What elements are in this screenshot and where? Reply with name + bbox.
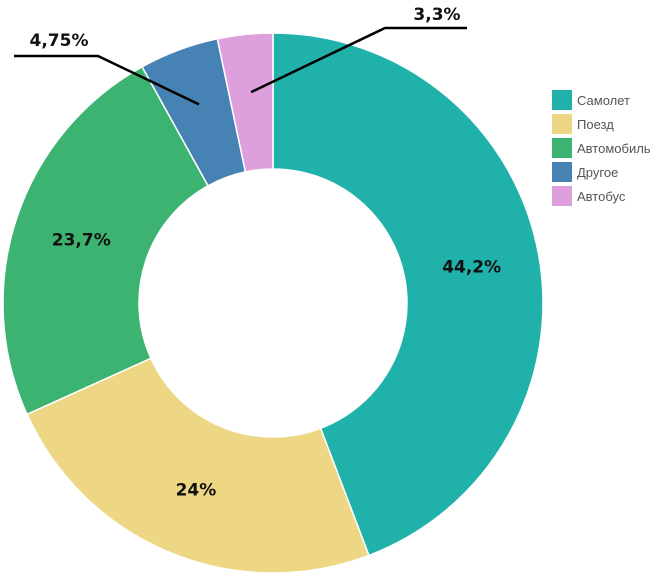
data-label-4: 4,75% xyxy=(30,31,89,51)
slice-2[interactable] xyxy=(26,357,370,574)
leader-line-5 xyxy=(250,26,467,94)
legend-label: Другое xyxy=(577,164,619,180)
data-label-2: 24% xyxy=(176,481,217,501)
legend-label: Автомобиль xyxy=(577,140,651,156)
legend-label: Самолет xyxy=(577,92,630,108)
legend-swatch xyxy=(552,162,572,182)
data-label-5: 3,3% xyxy=(413,5,460,25)
leader-line-4 xyxy=(14,54,200,106)
leader-lines xyxy=(14,26,467,106)
legend-swatch xyxy=(552,138,572,158)
legend-label: Автобус xyxy=(577,188,626,204)
slice-3[interactable] xyxy=(2,65,210,416)
legend-item-1[interactable]: Самолет xyxy=(552,88,651,112)
legend-label: Поезд xyxy=(577,116,614,132)
chart-legend: Самолет Поезд Автомобиль Другое Автобус xyxy=(552,88,651,208)
legend-swatch xyxy=(552,90,572,110)
legend-item-5[interactable]: Автобус xyxy=(552,184,651,208)
data-label-1: 44,2% xyxy=(442,258,501,278)
legend-swatch xyxy=(552,114,572,134)
slice-1[interactable] xyxy=(272,32,544,557)
data-labels: 44,2% 24% 23,7% 4,75% 3,3% xyxy=(30,5,502,501)
legend-swatch xyxy=(552,186,572,206)
slice-5[interactable] xyxy=(216,32,274,173)
legend-item-2[interactable]: Поезд xyxy=(552,112,651,136)
legend-item-3[interactable]: Автомобиль xyxy=(552,136,651,160)
legend-item-4[interactable]: Другое xyxy=(552,160,651,184)
donut-slices xyxy=(2,32,544,574)
data-label-3: 23,7% xyxy=(52,230,111,250)
